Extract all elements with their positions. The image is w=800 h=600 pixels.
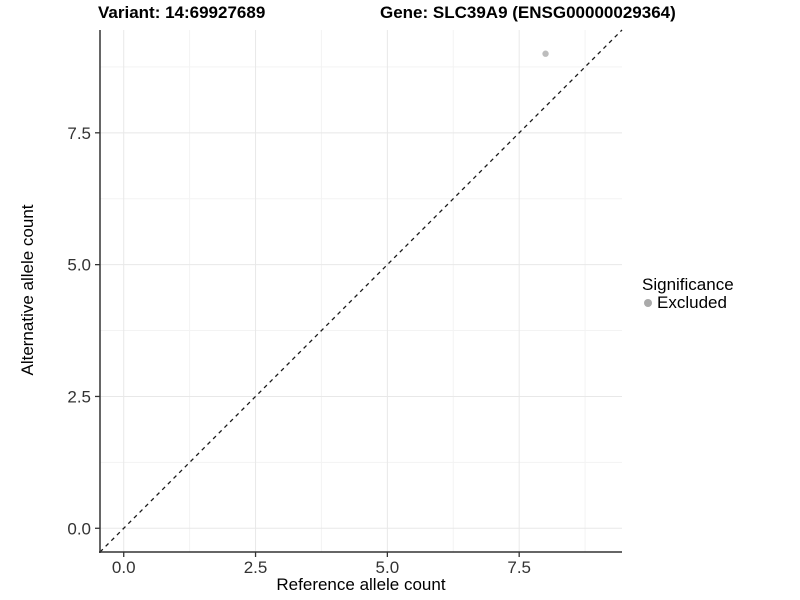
identity-line (99, 29, 623, 553)
legend-title: Significance (642, 275, 734, 294)
legend: Significance Excluded (642, 275, 734, 312)
plot-title-variant: Variant: 14:69927689 (98, 3, 266, 22)
x-tick-label: 0.0 (112, 558, 136, 577)
y-tick-label: 2.5 (67, 387, 91, 406)
x-tick-label: 5.0 (376, 558, 400, 577)
y-tick-label: 5.0 (67, 256, 91, 275)
legend-item-excluded[interactable]: Excluded (642, 294, 734, 312)
y-tick-label: 0.0 (67, 519, 91, 538)
legend-point-icon (644, 299, 652, 307)
plot-title-gene: Gene: SLC39A9 (ENSG00000029364) (380, 3, 676, 22)
x-tick-label: 2.5 (244, 558, 268, 577)
x-tick-label: 7.5 (507, 558, 531, 577)
y-tick-label: 7.5 (67, 124, 91, 143)
data-point-excluded[interactable] (542, 50, 549, 57)
legend-item-label: Excluded (657, 293, 727, 312)
x-axis-title: Reference allele count (276, 575, 446, 594)
